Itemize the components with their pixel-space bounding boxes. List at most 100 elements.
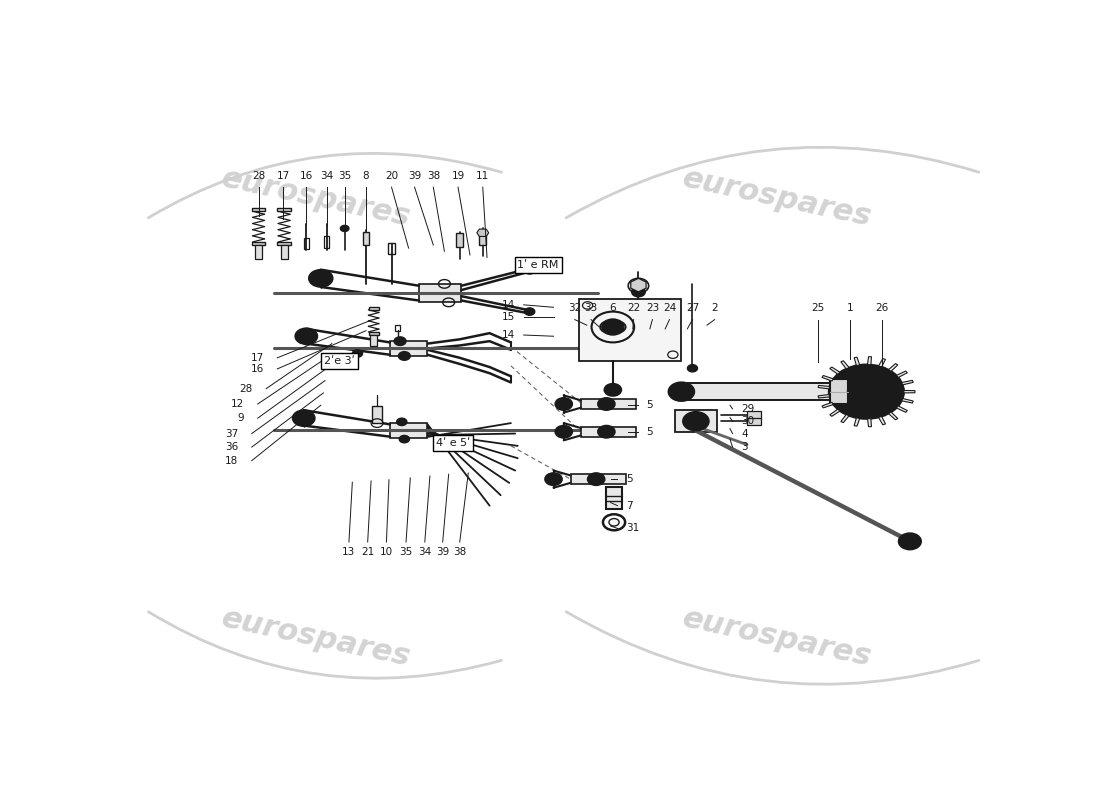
Polygon shape [902, 398, 913, 403]
Polygon shape [747, 411, 761, 418]
Polygon shape [389, 423, 427, 438]
Text: 28: 28 [240, 383, 253, 394]
Text: 23: 23 [646, 303, 659, 314]
Circle shape [556, 398, 572, 410]
Bar [480, 231, 486, 245]
Text: 1ʹ e RM: 1ʹ e RM [517, 260, 559, 270]
Bar [388, 242, 395, 254]
Text: 16: 16 [299, 171, 312, 181]
Text: 36: 36 [224, 442, 238, 452]
Polygon shape [630, 278, 646, 292]
Circle shape [848, 378, 886, 406]
Text: 26: 26 [876, 303, 889, 314]
Circle shape [556, 426, 572, 438]
Text: 34: 34 [418, 547, 431, 557]
Text: 39: 39 [408, 171, 421, 181]
Bar [456, 234, 463, 247]
Bar [579, 299, 681, 361]
Polygon shape [822, 402, 834, 408]
Text: 27: 27 [686, 303, 700, 314]
Circle shape [587, 473, 605, 486]
Text: 35: 35 [399, 547, 412, 557]
Text: 14: 14 [502, 300, 515, 310]
Text: 7: 7 [626, 501, 632, 510]
Text: eurospares: eurospares [219, 163, 414, 232]
Circle shape [631, 287, 646, 297]
Polygon shape [818, 386, 829, 389]
Polygon shape [896, 406, 907, 412]
Text: 4ʹ e 5ʹ: 4ʹ e 5ʹ [436, 438, 470, 448]
Circle shape [899, 534, 921, 550]
Bar [363, 231, 370, 245]
Polygon shape [904, 390, 915, 393]
Circle shape [604, 384, 622, 396]
Polygon shape [855, 358, 860, 366]
Circle shape [394, 337, 406, 346]
Text: 35: 35 [338, 171, 351, 181]
Polygon shape [889, 412, 898, 420]
Circle shape [525, 266, 535, 274]
Polygon shape [868, 357, 871, 365]
Polygon shape [581, 426, 636, 437]
Polygon shape [476, 229, 488, 237]
Bar [324, 237, 329, 247]
Polygon shape [840, 414, 849, 422]
Circle shape [344, 354, 354, 362]
Text: 17: 17 [251, 353, 264, 363]
Circle shape [688, 365, 697, 372]
Text: 14: 14 [502, 330, 515, 340]
Circle shape [525, 308, 535, 315]
Circle shape [332, 360, 343, 367]
Circle shape [669, 382, 694, 401]
Text: 39: 39 [436, 547, 449, 557]
Bar [252, 208, 265, 211]
Bar [368, 332, 378, 335]
Circle shape [398, 352, 410, 360]
Text: eurospares: eurospares [219, 604, 414, 672]
Text: 28: 28 [252, 171, 265, 181]
Text: 33: 33 [584, 303, 597, 314]
Text: 24: 24 [663, 303, 676, 314]
Bar [255, 245, 262, 258]
Bar [277, 208, 290, 211]
Circle shape [598, 426, 615, 438]
Circle shape [602, 319, 624, 335]
Text: 5: 5 [647, 426, 653, 437]
Polygon shape [419, 284, 462, 302]
Text: 1: 1 [847, 303, 854, 314]
Text: 30: 30 [741, 416, 755, 426]
Text: 38: 38 [427, 171, 440, 181]
Text: 25: 25 [811, 303, 824, 314]
Polygon shape [896, 371, 907, 378]
Text: 20: 20 [385, 171, 398, 181]
Text: 29: 29 [741, 404, 755, 414]
Bar [252, 242, 265, 245]
Text: 5: 5 [647, 400, 653, 410]
Bar [280, 245, 287, 258]
Polygon shape [389, 341, 427, 356]
Text: 34: 34 [320, 171, 333, 181]
Bar [277, 242, 290, 245]
Polygon shape [674, 410, 717, 432]
Polygon shape [879, 358, 886, 367]
Text: 31: 31 [626, 523, 639, 534]
Polygon shape [829, 367, 840, 374]
Text: 11: 11 [476, 171, 490, 181]
Polygon shape [855, 418, 860, 426]
Bar [304, 238, 309, 249]
Polygon shape [902, 380, 913, 385]
Polygon shape [840, 361, 849, 369]
Circle shape [293, 410, 315, 426]
Circle shape [309, 270, 332, 287]
Text: 5: 5 [626, 474, 632, 484]
Circle shape [352, 350, 363, 357]
Polygon shape [571, 474, 626, 484]
Circle shape [397, 418, 407, 426]
Circle shape [598, 398, 615, 410]
Polygon shape [747, 418, 761, 425]
Bar [372, 406, 382, 423]
Bar [395, 325, 400, 331]
Text: 10: 10 [379, 547, 393, 557]
Polygon shape [868, 418, 871, 426]
Text: eurospares: eurospares [680, 604, 874, 672]
